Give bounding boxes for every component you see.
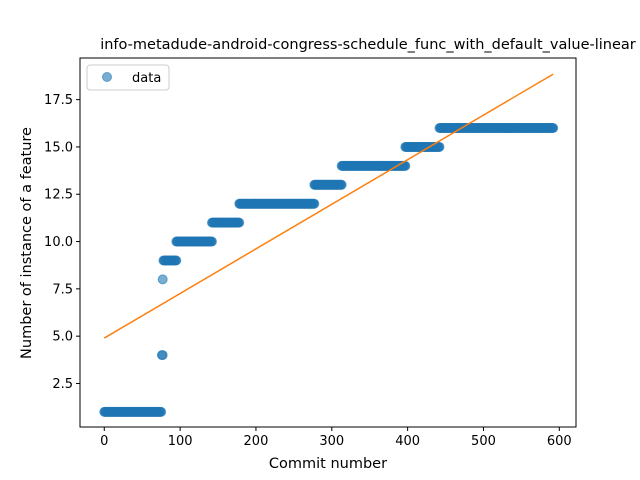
x-tick-label: 300	[319, 434, 344, 449]
x-tick-label: 200	[244, 434, 269, 449]
fit-line	[103, 73, 554, 339]
y-tick-label: 15.0	[44, 140, 73, 155]
y-tick-label: 10.0	[44, 235, 73, 250]
y-axis-ticks: 2.5 5.0 7.5 10.0 12.5 15.0 17.5	[44, 93, 80, 392]
y-axis-label: Number of instance of a feature	[19, 127, 35, 359]
legend: data	[86, 64, 170, 91]
data-point	[171, 255, 182, 266]
x-tick-label: 400	[395, 434, 420, 449]
x-axis-ticks: 0 100 200 300 400 500 600	[100, 427, 572, 449]
chart-title: info-metadude-android-congress-schedule_…	[100, 37, 636, 53]
y-tick-label: 17.5	[44, 93, 73, 108]
x-axis-label: Commit number	[269, 456, 387, 472]
data-point	[157, 274, 168, 285]
legend-box	[86, 64, 170, 91]
x-tick-label: 100	[168, 434, 193, 449]
data-point	[206, 236, 217, 247]
data-point	[434, 141, 445, 152]
y-tick-label: 12.5	[44, 188, 73, 203]
legend-marker-data	[102, 72, 112, 82]
plot-frame	[79, 57, 577, 428]
data-point	[309, 198, 320, 209]
x-tick-label: 600	[547, 434, 572, 449]
y-tick-label: 5.0	[52, 330, 73, 345]
data-point	[156, 406, 167, 417]
x-tick-label: 0	[100, 434, 108, 449]
data-point	[336, 179, 347, 190]
data-point	[234, 217, 245, 228]
y-tick-label: 2.5	[52, 377, 73, 392]
data-point	[548, 123, 559, 134]
x-tick-label: 500	[471, 434, 496, 449]
legend-label-data: data	[132, 71, 161, 86]
y-tick-label: 7.5	[52, 282, 73, 297]
plot-data-layer	[99, 73, 559, 417]
data-point	[157, 350, 168, 361]
